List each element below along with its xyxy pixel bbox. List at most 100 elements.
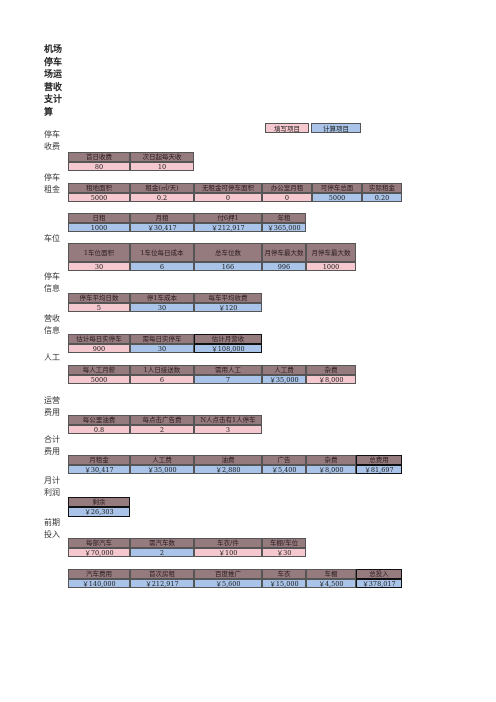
totals-header-total: 总费用	[356, 455, 402, 465]
invest1-header-car-count: 需汽车数	[130, 538, 194, 548]
invest1-value-car-cover[interactable]: ￥100	[194, 548, 262, 557]
opcost-value-conversion[interactable]: 3	[194, 425, 262, 434]
rent-value-office[interactable]: 0	[262, 193, 312, 202]
invest2-header-covers: 车衣	[262, 569, 306, 579]
labor-header-salary: 每人工月薪	[68, 365, 130, 375]
rentpay-value-deposit: ￥212,917	[194, 223, 262, 232]
labor-value-labor-cost: ￥35,000	[262, 375, 306, 384]
rent-header-rate: 租金(㎡/天)	[130, 183, 194, 193]
spots-value-total: 166	[194, 262, 262, 271]
labor-header-capacity: 1人日接送数	[130, 365, 194, 375]
revinfo-header-est-daily: 估计每日实停车	[68, 334, 130, 344]
rentpay-value-yearly: ￥365,000	[262, 223, 306, 232]
profit-header: 剩余	[68, 497, 130, 507]
invest1-header-shed: 车棚/车位	[262, 538, 306, 548]
parkinfo-header-days: 停车平均日数	[68, 293, 130, 303]
invest1-value-shed[interactable]: ￥30	[262, 548, 306, 557]
totals-value-ad: ￥5,400	[262, 465, 306, 474]
opcost-header-fuel: 每公里油费	[68, 415, 130, 425]
fees-header-first-day: 首日收费	[68, 152, 130, 162]
labor-header-labor-cost: 人工费	[262, 365, 306, 375]
parkinfo-value-days[interactable]: 5	[68, 303, 130, 312]
rent-header-office: 办公室月租	[262, 183, 312, 193]
rent-value-total-area: 5000	[312, 193, 362, 202]
opcost-header-ad: 每点击广告费	[130, 415, 194, 425]
rent-header-total-area: 可停车总面	[312, 183, 362, 193]
revinfo-value-est-daily[interactable]: 900	[68, 344, 130, 353]
spots-value-max-a: 996	[262, 262, 306, 271]
parkinfo-header-avg-fee: 每车平均收费	[194, 293, 262, 303]
spots-header-area: 1车位面积	[68, 243, 130, 262]
rent-value-rate[interactable]: 0.2	[130, 193, 194, 202]
spots-header-max-b: 月停车最大数	[306, 243, 356, 262]
totals-header-misc: 杂费	[306, 455, 356, 465]
rent-header-area: 租地面积	[68, 183, 130, 193]
page-title: 机场停车场运营收支计算	[44, 45, 63, 118]
side-label-revenue-info: 营收信息	[44, 314, 60, 335]
fees-header-next-day: 次日起每天收	[130, 152, 194, 162]
labor-value-salary[interactable]: 5000	[68, 375, 130, 384]
spots-value-daily-cost: 6	[130, 262, 194, 271]
fees-value-next-day[interactable]: 10	[130, 162, 194, 171]
invest2-header-total: 总投入	[356, 569, 402, 579]
labor-header-misc: 杂费	[306, 365, 356, 375]
opcost-value-ad[interactable]: 2	[130, 425, 194, 434]
side-label-parking-info: 停车信息	[44, 272, 60, 293]
rentpay-value-daily: 1000	[68, 223, 130, 232]
legend-input-item: 填写项目	[265, 123, 309, 133]
side-label-total-cost: 合计费用	[44, 435, 60, 456]
totals-header-fuel: 油费	[194, 455, 262, 465]
totals-value-labor: ￥35,000	[130, 465, 194, 474]
invest2-value-covers: ￥15,000	[262, 579, 306, 588]
totals-value-total: ￥81,697	[356, 465, 402, 474]
revinfo-header-need-daily: 需每日实停车	[130, 334, 194, 344]
rent-header-actual: 实际租金	[362, 183, 402, 193]
rent-header-free-area: 无租金可停车面积	[194, 183, 262, 193]
opcost-header-conversion: N人点击有1人停车	[194, 415, 262, 425]
totals-header-labor: 人工费	[130, 455, 194, 465]
legend-calc-item: 计算项目	[311, 123, 361, 133]
parkinfo-header-cost: 停1车成本	[130, 293, 194, 303]
side-label-parking-rent: 停车租金	[44, 173, 60, 194]
opcost-value-fuel[interactable]: 0.8	[68, 425, 130, 434]
invest2-header-first-rent: 首次房租	[130, 569, 194, 579]
rentpay-header-monthly: 月租	[130, 213, 194, 223]
side-label-monthly-profit: 月计利润	[44, 476, 60, 497]
labor-value-capacity[interactable]: 6	[130, 375, 194, 384]
invest1-header-car-cover: 车衣/件	[194, 538, 262, 548]
rentpay-value-monthly: ￥30,417	[130, 223, 194, 232]
profit-value: ￥26,303	[68, 507, 130, 517]
spots-header-daily-cost: 1车位每日成本	[130, 243, 194, 262]
parkinfo-value-avg-fee: ￥120	[194, 303, 262, 312]
invest1-value-car-count: 2	[130, 548, 194, 557]
rent-value-actual: 0.20	[362, 193, 402, 202]
rentpay-header-daily: 日租	[68, 213, 130, 223]
spots-header-max-a: 月停车最大数	[262, 243, 306, 262]
invest2-value-total: ￥378,017	[356, 579, 402, 588]
spots-header-total: 总车位数	[194, 243, 262, 262]
invest1-value-car-price[interactable]: ￥70,000	[68, 548, 130, 557]
totals-value-misc: ￥8,000	[306, 465, 356, 474]
rent-value-free-area[interactable]: 0	[194, 193, 262, 202]
rentpay-header-deposit: 付6押1	[194, 213, 262, 223]
spots-value-max-b[interactable]: 1000	[306, 262, 356, 271]
totals-header-ad: 广告	[262, 455, 306, 465]
side-label-spots: 车位	[44, 234, 60, 243]
invest2-value-baidu: ￥5,600	[194, 579, 262, 588]
rentpay-header-yearly: 年租	[262, 213, 306, 223]
side-label-labor: 人工	[44, 353, 60, 362]
revinfo-value-monthly: ￥108,000	[194, 344, 262, 353]
invest2-header-baidu: 百度推广	[194, 569, 262, 579]
rent-value-area[interactable]: 5000	[68, 193, 130, 202]
spots-value-area[interactable]: 30	[68, 262, 130, 271]
labor-header-workers: 需用人工	[194, 365, 262, 375]
revinfo-value-need-daily: 30	[130, 344, 194, 353]
side-label-op-cost: 运营费用	[44, 396, 60, 417]
totals-value-fuel: ￥2,880	[194, 465, 262, 474]
invest2-value-sheds: ￥4,500	[306, 579, 356, 588]
revinfo-header-monthly: 估计月营收	[194, 334, 262, 344]
fees-value-first-day[interactable]: 80	[68, 162, 130, 171]
labor-value-misc[interactable]: ￥8,000	[306, 375, 356, 384]
totals-header-rent: 月租金	[68, 455, 130, 465]
invest1-header-car-price: 每部汽车	[68, 538, 130, 548]
